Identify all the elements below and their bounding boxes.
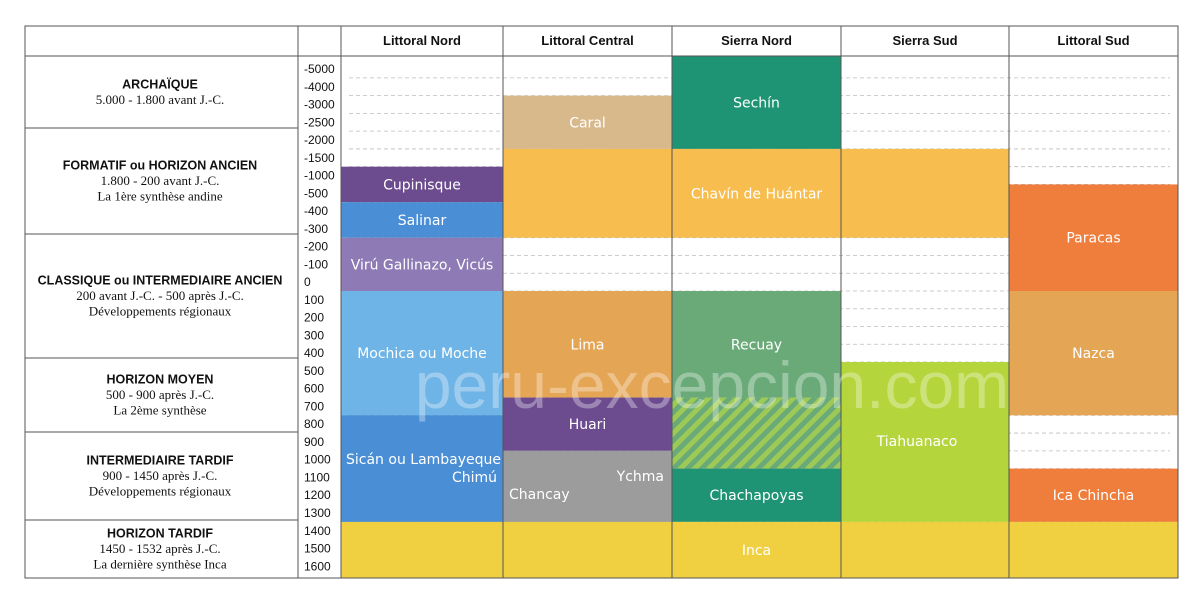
- culture-label: Chancay: [509, 487, 570, 503]
- timeline-tick: 1000: [304, 453, 331, 467]
- culture-block: [341, 202, 503, 238]
- culture-block: [841, 148, 1009, 238]
- culture-block: [341, 521, 1178, 578]
- culture-block: [1009, 291, 1178, 416]
- timeline-tick: -2000: [304, 133, 335, 147]
- period-subtitle: 1.800 - 200 avant J.-C.: [101, 173, 220, 188]
- timeline-tick: -2500: [304, 115, 335, 129]
- culture-block: [503, 291, 672, 398]
- table-frame: [24, 25, 1179, 579]
- culture-block: [672, 148, 841, 238]
- timeline-tick: -4000: [304, 80, 335, 94]
- culture-block: [503, 95, 672, 149]
- culture-label: Tiahuanaco: [876, 434, 958, 450]
- culture-block: [503, 148, 672, 238]
- column-header: Sierra Nord: [721, 33, 792, 48]
- timeline-tick: 0: [304, 275, 311, 289]
- period-title: ARCHAÏQUE: [122, 76, 198, 91]
- culture-label: Chachapoyas: [710, 488, 804, 504]
- timeline-tick: 300: [304, 328, 324, 342]
- table-text: Littoral Nord Littoral Central Sierra Nord…: [38, 33, 1130, 573]
- period-subtitle: Développements régionaux: [89, 484, 232, 499]
- timeline-tick: -3000: [304, 98, 335, 112]
- period-title: HORIZON TARDIF: [107, 527, 213, 541]
- period-title: CLASSIQUE ou INTERMEDIAIRE ANCIEN: [38, 274, 283, 288]
- culture-block: [341, 237, 503, 291]
- outer-border: [24, 25, 1179, 579]
- timeline-tick: -300: [304, 222, 328, 236]
- timeline-tick: 700: [304, 399, 324, 413]
- timeline-tick: 500: [304, 364, 324, 378]
- culture-label: Mochica ou Moche: [357, 346, 487, 362]
- culture-label: Recuay: [731, 337, 782, 353]
- period-subtitle: La dernière synthèse Inca: [93, 557, 226, 572]
- culture-label: Cupinisque: [383, 177, 461, 193]
- watermark: peru-excepcion.com: [415, 348, 1009, 422]
- timeline-tick: -400: [304, 204, 328, 218]
- culture-label: Chavín de Huántar: [691, 186, 823, 202]
- culture-label: Ychma: [616, 469, 664, 485]
- culture-blocks: [341, 56, 1178, 578]
- culture-label: Sechín: [733, 95, 780, 111]
- culture-label: Chimú: [452, 470, 497, 486]
- culture-label: Salinar: [398, 213, 447, 229]
- timeline-tick: -100: [304, 257, 328, 271]
- timeline-tick: -500: [304, 186, 328, 200]
- culture-label: Virú Gallinazo, Vicús: [351, 257, 494, 273]
- culture-block: [672, 397, 841, 469]
- culture-block: [1009, 468, 1178, 522]
- column-header: Littoral Central: [541, 33, 633, 48]
- timeline-tick: 1600: [304, 559, 331, 573]
- timeline-tick: -200: [304, 240, 328, 254]
- period-subtitle: 5.000 - 1.800 avant J.-C.: [96, 92, 225, 107]
- period-subtitle: 500 - 900 après J.-C.: [106, 387, 214, 402]
- culture-label: Lima: [571, 337, 605, 353]
- culture-block: [341, 291, 503, 416]
- culture-block: [503, 397, 672, 451]
- culture-block: [341, 415, 503, 522]
- culture-label: Nazca: [1072, 346, 1115, 362]
- timeline-tick: 600: [304, 382, 324, 396]
- culture-block: [672, 468, 841, 522]
- culture-block: [341, 166, 503, 203]
- timeline-tick: 200: [304, 311, 324, 325]
- culture-block: [1009, 184, 1178, 291]
- period-subtitle: La 2ème synthèse: [113, 403, 206, 418]
- timeline-tick: 1500: [304, 542, 331, 556]
- culture-labels: Cupinisque Salinar Virú Gallinazo, Vicús Mo…: [346, 95, 1134, 558]
- culture-label: Paracas: [1066, 231, 1120, 247]
- timeline-tick: 1400: [304, 524, 331, 538]
- timeline-tick: 1100: [304, 470, 330, 484]
- timeline-tick: -1000: [304, 169, 335, 183]
- timeline-tick: 1200: [304, 488, 331, 502]
- period-title: INTERMEDIAIRE TARDIF: [87, 454, 234, 468]
- column-header: Sierra Sud: [892, 33, 957, 48]
- culture-label: Caral: [569, 115, 606, 131]
- culture-label: Huari: [569, 417, 607, 433]
- column-header: Littoral Nord: [383, 33, 461, 48]
- timeline-tick: -5000: [304, 62, 335, 76]
- culture-block: [672, 291, 841, 398]
- timeline-tick: 400: [304, 346, 324, 360]
- timeline-tick: 900: [304, 435, 324, 449]
- period-subtitle: La 1ère synthèse andine: [97, 189, 222, 204]
- period-subtitle: 900 - 1450 après J.-C.: [103, 468, 218, 483]
- culture-label: Ica Chincha: [1053, 488, 1134, 504]
- period-subtitle: 1450 - 1532 après J.-C.: [99, 541, 220, 556]
- period-title: FORMATIF ou HORIZON ANCIEN: [63, 159, 257, 173]
- period-subtitle: Développements régionaux: [89, 304, 232, 319]
- culture-block: [672, 56, 841, 149]
- culture-label: Sicán ou Lambayeque: [346, 452, 501, 468]
- timeline-tick: 1300: [304, 506, 331, 520]
- period-title: HORIZON MOYEN: [107, 373, 214, 387]
- timeline-tick: 800: [304, 417, 324, 431]
- period-subtitle: 200 avant J.-C. - 500 après J.-C.: [76, 288, 244, 303]
- timeline-tick: 100: [304, 293, 324, 307]
- timeline-tick: -1500: [304, 151, 335, 165]
- culture-block: [503, 450, 672, 522]
- culture-block: [841, 362, 1009, 522]
- culture-label: Inca: [742, 543, 771, 559]
- column-header: Littoral Sud: [1057, 33, 1129, 48]
